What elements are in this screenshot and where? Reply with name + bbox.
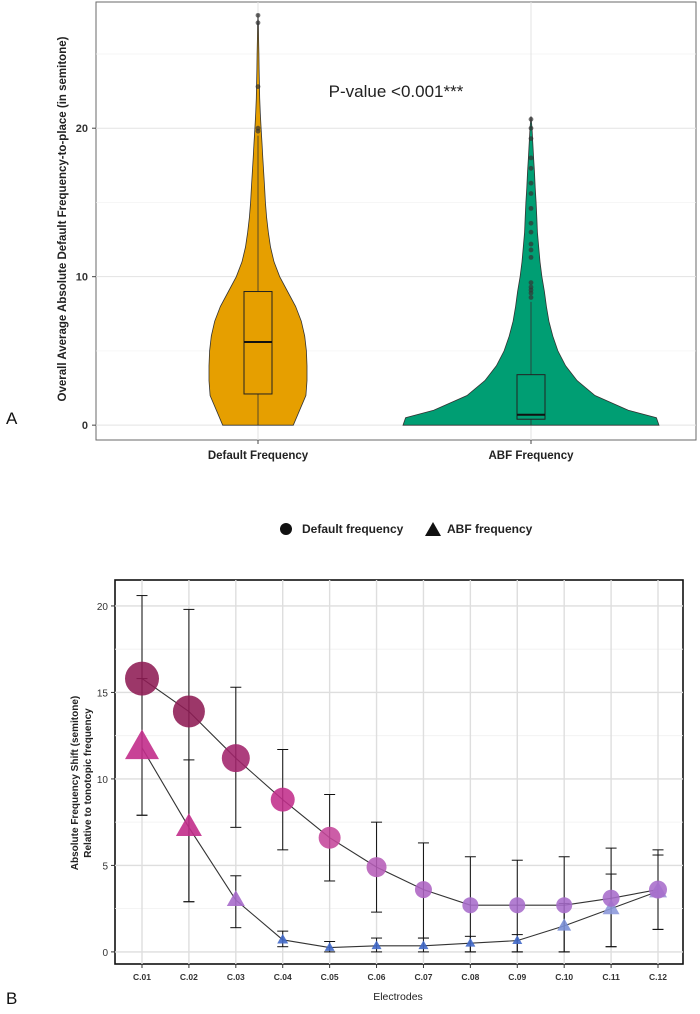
x-tick-label: C.02 bbox=[180, 972, 198, 982]
data-point-abf bbox=[602, 899, 620, 915]
outlier-point bbox=[528, 220, 534, 226]
data-point-default bbox=[221, 744, 250, 773]
panel-b-x-axis-title: Electrodes bbox=[373, 991, 423, 1003]
data-point-default bbox=[462, 897, 479, 914]
series-line-abf bbox=[141, 747, 659, 949]
data-point-abf bbox=[277, 933, 289, 944]
outlier-point bbox=[528, 125, 534, 131]
outlier-point bbox=[255, 125, 261, 131]
legend-label-default: Default frequency bbox=[302, 522, 404, 536]
y-tick-label: 10 bbox=[97, 775, 109, 786]
y-tick-label: 15 bbox=[97, 688, 109, 699]
x-tick-label: C.11 bbox=[602, 972, 620, 982]
data-point-default bbox=[270, 787, 295, 812]
x-tick-label: C.04 bbox=[274, 972, 292, 982]
panel-a-x-axis: Default Frequency ABF Frequency bbox=[208, 440, 574, 462]
panel-b-plot-background bbox=[114, 579, 684, 965]
data-point-abf bbox=[226, 890, 245, 906]
outlier-point bbox=[255, 84, 261, 90]
legend-circle-icon bbox=[280, 523, 292, 535]
violin-abf bbox=[402, 116, 660, 426]
outlier-point bbox=[528, 205, 534, 211]
data-point-abf bbox=[175, 813, 202, 836]
panel-a-y-axis-title: Overall Average Absolute Default Frequen… bbox=[57, 36, 69, 401]
x-tick-label: C.09 bbox=[508, 972, 526, 982]
y-tick-label: 20 bbox=[97, 602, 109, 613]
x-tick-label: C.01 bbox=[133, 972, 151, 982]
data-point-abf bbox=[418, 940, 429, 950]
y-tick-label: 5 bbox=[102, 861, 108, 872]
outlier-point bbox=[528, 247, 534, 253]
outlier-point bbox=[528, 191, 534, 196]
outlier-point bbox=[528, 254, 534, 260]
data-point-abf bbox=[125, 729, 159, 760]
data-point-default bbox=[414, 881, 432, 899]
panel-b-legend: Default frequency ABF frequency bbox=[280, 522, 533, 536]
data-point-abf bbox=[324, 942, 335, 951]
outlier-point bbox=[528, 116, 534, 122]
panel-b-y-axis-title-line2: Relative to tonotopic frequency bbox=[83, 708, 94, 858]
panel-b-y-axis: 0 5 10 15 20 bbox=[97, 602, 115, 959]
panel-a-annotation: P-value <0.001*** bbox=[329, 82, 464, 101]
x-tick-label: C.06 bbox=[368, 972, 386, 982]
panel-b-label: B bbox=[6, 989, 17, 1008]
legend-triangle-icon bbox=[425, 522, 441, 536]
x-tick-label: C.12 bbox=[649, 972, 667, 982]
outlier-point bbox=[528, 241, 534, 247]
y-tick-label: 0 bbox=[82, 420, 88, 432]
data-point-default bbox=[318, 826, 341, 849]
outlier-point bbox=[528, 295, 534, 300]
data-point-abf bbox=[465, 937, 476, 947]
outlier-point bbox=[255, 20, 261, 26]
panel-a-outliers bbox=[255, 12, 534, 300]
y-tick-label: 0 bbox=[102, 948, 108, 959]
y-tick-label: 20 bbox=[76, 123, 88, 135]
data-point-default bbox=[172, 695, 205, 728]
data-point-default bbox=[366, 857, 387, 878]
panel-b-markers bbox=[125, 661, 667, 951]
outlier-point bbox=[528, 229, 534, 235]
outlier-point bbox=[255, 12, 261, 18]
y-tick-label: 10 bbox=[76, 272, 88, 284]
data-point-default bbox=[602, 889, 620, 907]
outlier-point bbox=[528, 280, 534, 286]
data-point-default bbox=[125, 661, 159, 696]
panel-b-x-axis: C.01 C.02 C.03 C.04 C.05 C.06 C.07 C.08 C.09 C.10… bbox=[133, 964, 667, 982]
legend-label-abf: ABF frequency bbox=[447, 522, 533, 536]
box-iqr bbox=[516, 374, 546, 420]
x-tick-label: C.10 bbox=[555, 972, 573, 982]
x-tick-label: ABF Frequency bbox=[489, 450, 575, 462]
data-point-abf bbox=[512, 935, 523, 944]
x-tick-label: C.08 bbox=[461, 972, 479, 982]
outlier-point bbox=[528, 136, 534, 141]
data-point-default bbox=[649, 880, 667, 899]
panel-a-y-axis: 0 10 20 bbox=[76, 123, 96, 432]
panel-a-label: A bbox=[6, 409, 18, 428]
panel-b: B Default frequency ABF frequency 0 5 10 15… bbox=[6, 522, 684, 1008]
x-tick-label: C.05 bbox=[321, 972, 339, 982]
x-tick-label: Default Frequency bbox=[208, 450, 309, 462]
panel-a-boxplots bbox=[243, 135, 546, 426]
data-point-abf bbox=[557, 918, 572, 931]
data-point-abf bbox=[371, 940, 382, 950]
outlier-point bbox=[528, 155, 534, 161]
panel-b-y-axis-title-line1: Absolute Frequency Shift (semitone) bbox=[70, 696, 81, 870]
data-point-default bbox=[556, 897, 573, 914]
outlier-point bbox=[528, 180, 534, 186]
x-tick-label: C.07 bbox=[414, 972, 432, 982]
panel-a-plot-background bbox=[95, 1, 697, 441]
outlier-point bbox=[528, 284, 534, 290]
panel-a: A 0 10 20 Default Frequency ABF Frequency P… bbox=[6, 1, 697, 462]
outlier-point bbox=[528, 165, 534, 171]
x-tick-label: C.03 bbox=[227, 972, 245, 982]
data-point-default bbox=[509, 897, 526, 914]
